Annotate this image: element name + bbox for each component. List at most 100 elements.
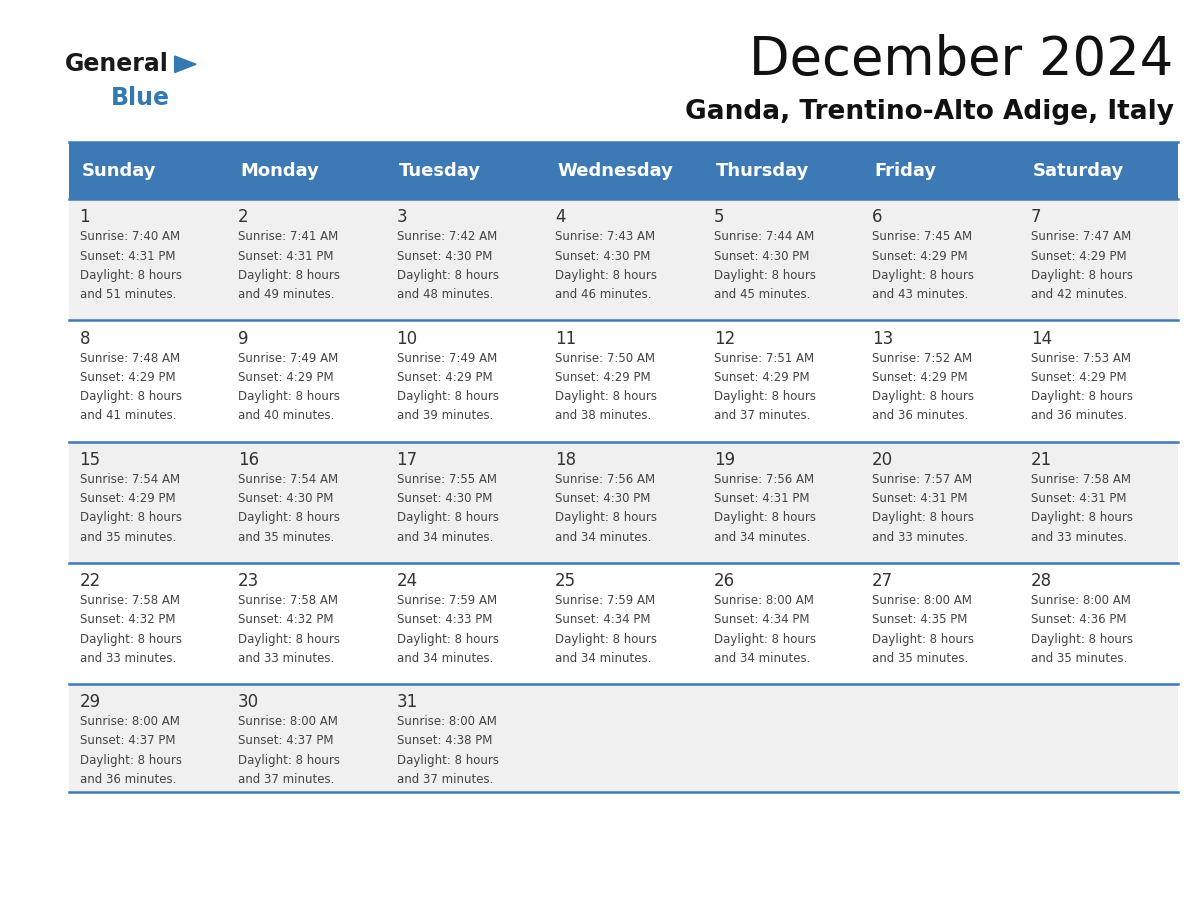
- Text: Sunrise: 7:54 AM: Sunrise: 7:54 AM: [80, 473, 179, 486]
- Text: Sunset: 4:29 PM: Sunset: 4:29 PM: [397, 371, 492, 384]
- Bar: [227, 142, 386, 199]
- Text: Sunrise: 7:48 AM: Sunrise: 7:48 AM: [80, 352, 179, 364]
- Text: Sunrise: 7:52 AM: Sunrise: 7:52 AM: [872, 352, 972, 364]
- Text: Daylight: 8 hours: Daylight: 8 hours: [80, 511, 182, 524]
- Text: 2: 2: [238, 208, 248, 227]
- Text: Daylight: 8 hours: Daylight: 8 hours: [80, 754, 182, 767]
- Text: Wednesday: Wednesday: [557, 162, 674, 180]
- Text: Daylight: 8 hours: Daylight: 8 hours: [714, 390, 816, 403]
- Text: Daylight: 8 hours: Daylight: 8 hours: [80, 633, 182, 645]
- Text: and 33 minutes.: and 33 minutes.: [80, 652, 176, 665]
- Text: 26: 26: [714, 572, 734, 590]
- Text: Sunset: 4:30 PM: Sunset: 4:30 PM: [714, 250, 809, 263]
- Text: Sunset: 4:29 PM: Sunset: 4:29 PM: [714, 371, 809, 384]
- Text: Sunset: 4:29 PM: Sunset: 4:29 PM: [1031, 250, 1126, 263]
- Text: Sunrise: 7:55 AM: Sunrise: 7:55 AM: [397, 473, 497, 486]
- Text: Sunrise: 7:41 AM: Sunrise: 7:41 AM: [238, 230, 339, 243]
- Text: Daylight: 8 hours: Daylight: 8 hours: [80, 269, 182, 282]
- Text: Daylight: 8 hours: Daylight: 8 hours: [1031, 390, 1132, 403]
- Text: Saturday: Saturday: [1034, 162, 1124, 180]
- Text: Sunrise: 7:49 AM: Sunrise: 7:49 AM: [238, 352, 339, 364]
- Bar: [861, 142, 1020, 199]
- Text: Sunrise: 7:42 AM: Sunrise: 7:42 AM: [397, 230, 497, 243]
- Text: and 33 minutes.: and 33 minutes.: [238, 652, 334, 665]
- Text: and 37 minutes.: and 37 minutes.: [714, 409, 810, 422]
- Text: Sunrise: 8:00 AM: Sunrise: 8:00 AM: [238, 715, 337, 728]
- Text: and 43 minutes.: and 43 minutes.: [872, 288, 968, 301]
- Text: Sunset: 4:29 PM: Sunset: 4:29 PM: [1031, 371, 1126, 384]
- Text: and 41 minutes.: and 41 minutes.: [80, 409, 176, 422]
- Text: Sunset: 4:29 PM: Sunset: 4:29 PM: [872, 371, 968, 384]
- Polygon shape: [175, 56, 196, 73]
- Text: Sunset: 4:31 PM: Sunset: 4:31 PM: [872, 492, 968, 505]
- Text: Ganda, Trentino-Alto Adige, Italy: Ganda, Trentino-Alto Adige, Italy: [684, 99, 1174, 125]
- Text: Sunrise: 7:57 AM: Sunrise: 7:57 AM: [872, 473, 972, 486]
- Text: Sunrise: 7:47 AM: Sunrise: 7:47 AM: [1031, 230, 1131, 243]
- Text: Daylight: 8 hours: Daylight: 8 hours: [555, 269, 657, 282]
- Text: Sunrise: 8:00 AM: Sunrise: 8:00 AM: [397, 715, 497, 728]
- Bar: [69, 442, 1178, 563]
- Text: and 36 minutes.: and 36 minutes.: [872, 409, 968, 422]
- Text: and 46 minutes.: and 46 minutes.: [555, 288, 652, 301]
- Text: Daylight: 8 hours: Daylight: 8 hours: [555, 511, 657, 524]
- Text: Daylight: 8 hours: Daylight: 8 hours: [714, 511, 816, 524]
- Text: and 51 minutes.: and 51 minutes.: [80, 288, 176, 301]
- Text: Daylight: 8 hours: Daylight: 8 hours: [238, 390, 340, 403]
- Text: Sunset: 4:30 PM: Sunset: 4:30 PM: [555, 250, 651, 263]
- Text: 29: 29: [80, 693, 101, 711]
- Text: 18: 18: [555, 451, 576, 469]
- Text: and 35 minutes.: and 35 minutes.: [872, 652, 968, 665]
- Bar: [703, 142, 861, 199]
- Text: Sunset: 4:29 PM: Sunset: 4:29 PM: [238, 371, 334, 384]
- Text: Sunrise: 7:58 AM: Sunrise: 7:58 AM: [1031, 473, 1131, 486]
- Text: Daylight: 8 hours: Daylight: 8 hours: [397, 754, 499, 767]
- Text: Sunset: 4:29 PM: Sunset: 4:29 PM: [80, 492, 175, 505]
- Text: Sunrise: 7:56 AM: Sunrise: 7:56 AM: [714, 473, 814, 486]
- Text: and 33 minutes.: and 33 minutes.: [872, 531, 968, 543]
- Text: and 48 minutes.: and 48 minutes.: [397, 288, 493, 301]
- Text: 12: 12: [714, 330, 735, 348]
- Text: Sunset: 4:36 PM: Sunset: 4:36 PM: [1031, 613, 1126, 626]
- Text: Sunrise: 7:45 AM: Sunrise: 7:45 AM: [872, 230, 972, 243]
- Text: 31: 31: [397, 693, 418, 711]
- Text: 1: 1: [80, 208, 90, 227]
- Text: Sunset: 4:34 PM: Sunset: 4:34 PM: [714, 613, 809, 626]
- Text: Daylight: 8 hours: Daylight: 8 hours: [238, 511, 340, 524]
- Text: Sunrise: 7:44 AM: Sunrise: 7:44 AM: [714, 230, 814, 243]
- Text: 10: 10: [397, 330, 418, 348]
- Text: Daylight: 8 hours: Daylight: 8 hours: [872, 269, 974, 282]
- Text: Sunrise: 8:00 AM: Sunrise: 8:00 AM: [80, 715, 179, 728]
- Bar: [69, 142, 227, 199]
- Text: General: General: [65, 52, 169, 76]
- Text: Sunrise: 7:58 AM: Sunrise: 7:58 AM: [238, 594, 339, 607]
- Text: and 40 minutes.: and 40 minutes.: [238, 409, 335, 422]
- Text: and 38 minutes.: and 38 minutes.: [555, 409, 651, 422]
- Text: 9: 9: [238, 330, 248, 348]
- Text: Sunday: Sunday: [82, 162, 157, 180]
- Text: 6: 6: [872, 208, 883, 227]
- Bar: [386, 142, 544, 199]
- Text: Daylight: 8 hours: Daylight: 8 hours: [397, 269, 499, 282]
- Text: December 2024: December 2024: [750, 34, 1174, 85]
- Text: Thursday: Thursday: [716, 162, 809, 180]
- Text: and 35 minutes.: and 35 minutes.: [238, 531, 334, 543]
- Text: Daylight: 8 hours: Daylight: 8 hours: [1031, 511, 1132, 524]
- Text: Sunset: 4:30 PM: Sunset: 4:30 PM: [238, 492, 334, 505]
- Text: Daylight: 8 hours: Daylight: 8 hours: [238, 269, 340, 282]
- Text: 24: 24: [397, 572, 418, 590]
- Text: 23: 23: [238, 572, 259, 590]
- Text: and 34 minutes.: and 34 minutes.: [714, 531, 810, 543]
- Text: Sunset: 4:37 PM: Sunset: 4:37 PM: [238, 734, 334, 747]
- Text: Sunrise: 8:00 AM: Sunrise: 8:00 AM: [1031, 594, 1131, 607]
- Text: Sunset: 4:31 PM: Sunset: 4:31 PM: [714, 492, 809, 505]
- Text: 8: 8: [80, 330, 90, 348]
- Text: Sunrise: 7:50 AM: Sunrise: 7:50 AM: [555, 352, 655, 364]
- Text: 11: 11: [555, 330, 576, 348]
- Text: Sunset: 4:33 PM: Sunset: 4:33 PM: [397, 613, 492, 626]
- Text: Sunset: 4:32 PM: Sunset: 4:32 PM: [238, 613, 334, 626]
- Text: Sunset: 4:30 PM: Sunset: 4:30 PM: [555, 492, 651, 505]
- Text: and 34 minutes.: and 34 minutes.: [555, 652, 651, 665]
- Text: Sunset: 4:31 PM: Sunset: 4:31 PM: [1031, 492, 1126, 505]
- Text: 14: 14: [1031, 330, 1051, 348]
- Text: 27: 27: [872, 572, 893, 590]
